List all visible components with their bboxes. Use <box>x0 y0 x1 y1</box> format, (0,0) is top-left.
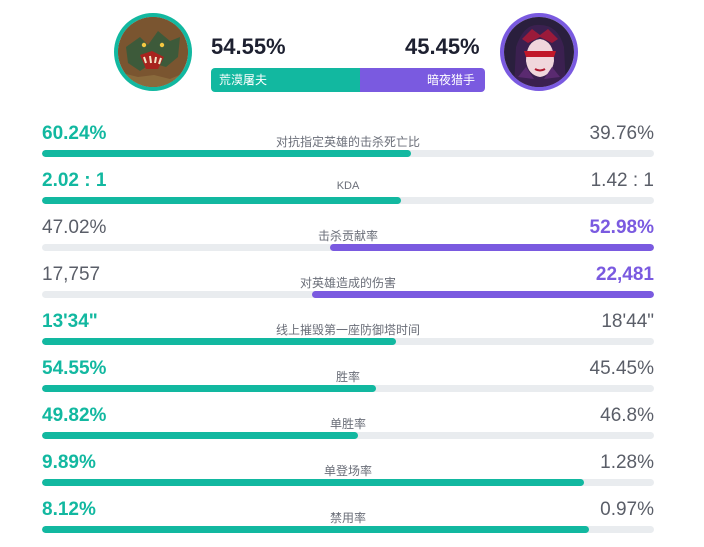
stat-right-value: 0.97% <box>600 499 654 520</box>
stat-progress-track <box>42 291 654 298</box>
stat-progress-fill <box>42 432 358 439</box>
stat-progress-fill <box>42 338 396 345</box>
stat-row: 49.82% 单胜率 46.8% <box>42 404 654 444</box>
stat-row: 2.02 : 1 KDA 1.42 : 1 <box>42 169 654 209</box>
desert-butcher-portrait-icon <box>118 17 188 87</box>
stat-row: 47.02% 击杀贡献率 52.98% <box>42 216 654 256</box>
stat-right-value: 1.42 : 1 <box>590 170 654 191</box>
stat-progress-fill <box>329 244 654 251</box>
stat-left-value: 54.55% <box>42 358 107 379</box>
stat-label: 对抗指定英雄的击杀死亡比 <box>275 135 420 149</box>
stat-right-value: 46.8% <box>600 405 654 426</box>
night-hunter-portrait-icon <box>504 17 574 87</box>
stat-row: 60.24% 对抗指定英雄的击杀死亡比 39.76% <box>42 122 654 162</box>
desert-butcher-avatar[interactable] <box>114 13 192 91</box>
stat-left-value: 49.82% <box>42 405 107 426</box>
stat-progress-fill <box>42 150 411 157</box>
stat-left-value: 17,757 <box>42 264 101 285</box>
stat-right-value: 45.45% <box>589 358 654 379</box>
stat-progress-fill <box>42 526 589 533</box>
night-hunter-avatar[interactable] <box>500 13 578 91</box>
stat-row: 9.89% 单登场率 1.28% <box>42 451 654 491</box>
stat-progress-track <box>42 197 654 204</box>
stat-progress-track <box>42 338 654 345</box>
stat-left-value: 9.89% <box>42 452 96 473</box>
stat-progress-fill <box>42 479 584 486</box>
stat-left-value: 2.02 : 1 <box>42 170 107 191</box>
right-win-percent: 45.45% <box>405 34 480 59</box>
stat-right-value: 1.28% <box>600 452 654 473</box>
stat-row: 13'34" 线上摧毁第一座防御塔时间 18'44" <box>42 310 654 350</box>
stat-right-value: 39.76% <box>589 123 654 144</box>
stat-progress-fill <box>312 291 654 298</box>
stat-progress-track <box>42 526 654 533</box>
stat-left-value: 8.12% <box>42 499 96 520</box>
stat-right-value: 18'44" <box>601 311 654 332</box>
stat-label: 单胜率 <box>329 417 366 431</box>
stat-label: 禁用率 <box>329 511 366 525</box>
stat-progress-track <box>42 432 654 439</box>
stat-right-value: 52.98% <box>589 217 654 238</box>
stat-label: 对英雄造成的伤害 <box>299 276 396 290</box>
left-win-percent: 54.55% <box>211 34 286 59</box>
stat-progress-fill <box>42 385 376 392</box>
stat-progress-track <box>42 479 654 486</box>
stat-label: 线上摧毁第一座防御塔时间 <box>275 323 420 337</box>
stat-label: 胜率 <box>335 370 360 384</box>
stat-row: 54.55% 胜率 45.45% <box>42 357 654 397</box>
stat-label: 单登场率 <box>323 464 372 478</box>
stat-progress-track <box>42 150 654 157</box>
matchup-header: 54.55% 荒漠屠夫 45.45% 暗夜猎手 <box>0 0 704 110</box>
stat-right-value: 22,481 <box>595 264 654 285</box>
stat-progress-track <box>42 244 654 251</box>
stat-left-value: 13'34" <box>42 311 98 332</box>
stat-progress-fill <box>42 197 402 204</box>
stat-left-value: 60.24% <box>42 123 107 144</box>
stat-row: 17,757 对英雄造成的伤害 22,481 <box>42 263 654 303</box>
stat-progress-track <box>42 385 654 392</box>
stat-label: 击杀贡献率 <box>317 229 378 243</box>
right-champion-name-bar[interactable]: 暗夜猎手 <box>360 68 485 92</box>
stat-left-value: 47.02% <box>42 217 107 238</box>
stat-label: KDA <box>336 180 360 192</box>
left-champion-name-bar[interactable]: 荒漠屠夫 <box>211 68 360 92</box>
stat-row: 8.12% 禁用率 0.97% <box>42 498 654 538</box>
